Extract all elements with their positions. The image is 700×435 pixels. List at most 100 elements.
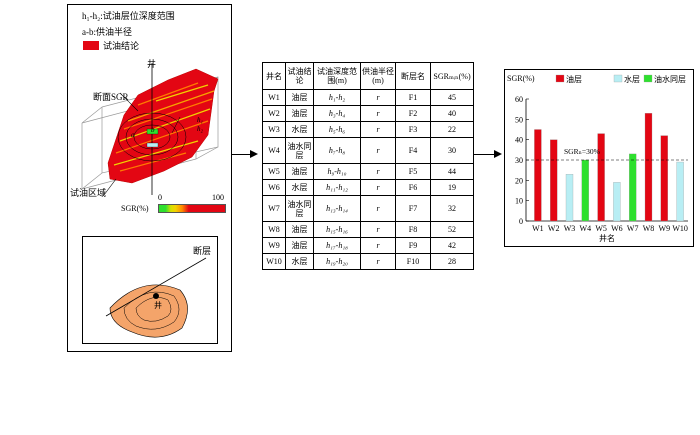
x-tick-label: W4: [580, 224, 592, 233]
table-cell-result: 油层: [285, 221, 314, 238]
table-cell-fault: F4: [395, 137, 431, 164]
bar-W7: [629, 153, 637, 222]
table-cell-result: 水层: [285, 179, 314, 196]
bar-W10: [676, 161, 684, 222]
table-cell-fault: F3: [395, 121, 431, 138]
table-cell-depth: h₅-h₆: [313, 121, 361, 138]
legend-label-oil: 油层: [566, 74, 582, 84]
table-cell-well: W5: [262, 163, 286, 180]
label-fault-plane-sgr: 断面SGR: [93, 92, 129, 102]
bar-W4: [581, 159, 589, 222]
table-cell-result: 水层: [285, 253, 314, 270]
table-cell-radius: r: [360, 221, 396, 238]
arrow-head-2: [494, 150, 502, 158]
table-cell-sgr: 28: [430, 253, 474, 270]
table-cell-sgr: 22: [430, 121, 474, 138]
y-tick-label: 0: [519, 217, 523, 226]
x-tick-label: W10: [672, 224, 688, 233]
y-tick-label: 20: [515, 176, 523, 185]
bar-W1: [534, 129, 542, 222]
label-fault: 断层: [193, 246, 212, 256]
table-cell-fault: F2: [395, 105, 431, 122]
table-cell-sgr: 19: [430, 179, 474, 196]
table-cell-result: 油层: [285, 163, 314, 180]
table-cell-depth: h₁₁-h₁₂: [313, 179, 361, 196]
x-tick-label: W7: [627, 224, 639, 233]
table-cell-well: W3: [262, 121, 286, 138]
table-row: W4 油水同层 h₇-h₈ r F4 30: [262, 137, 474, 164]
table-cell-radius: r: [360, 179, 396, 196]
table-cell-fault: F7: [395, 195, 431, 222]
table-cell-depth: h₁₉-h₂₀: [313, 253, 361, 270]
arrow-table-to-chart: [474, 154, 496, 155]
legend-label-water: 水层: [624, 74, 640, 84]
label-test-area: 试油区域: [70, 188, 107, 198]
legend-red-swatch: [83, 41, 99, 50]
sgr-bar-chart: 0 10 20 30 40 50 60 SGR(%) W1 W2 W3 W4 W5 W6 W7 W8 W9 W10…: [507, 74, 688, 243]
table-cell-well: W2: [262, 105, 286, 122]
table-cell-depth: h₁-h₂: [313, 89, 361, 106]
x-tick-label: W5: [595, 224, 607, 233]
table-cell-radius: r: [360, 121, 396, 138]
table-cell-depth: h₁₃-h₁₄: [313, 195, 361, 222]
table-row: W10 水层 h₁₉-h₂₀ r F10 28: [262, 253, 474, 270]
table-cell-well: W9: [262, 237, 286, 254]
table-cell-well: W10: [262, 253, 286, 270]
header-depth: 试油深度范围(m): [313, 62, 361, 90]
table-cell-depth: h₇-h₈: [313, 137, 361, 164]
x-tick-label: W3: [564, 224, 576, 233]
table-cell-fault: F9: [395, 237, 431, 254]
table-cell-result: 油水同层: [285, 195, 314, 222]
legend-depth-range: h₁-h₂:试油层位深度范围: [82, 11, 175, 21]
table-cell-fault: F1: [395, 89, 431, 106]
bar-W5: [597, 133, 605, 222]
contour-map: [105, 257, 207, 338]
label-h2: h₂: [197, 125, 203, 133]
label-well: 井: [147, 59, 157, 69]
bar-W2: [550, 139, 558, 222]
scale-max-label: 100: [212, 193, 224, 202]
bar-W6: [613, 182, 621, 222]
x-tick-label: W9: [659, 224, 671, 233]
table-row: W2 油层 h₃-h₄ r F2 40: [262, 105, 474, 122]
label-b: b: [151, 126, 155, 134]
table-cell-radius: r: [360, 89, 396, 106]
table-cell-result: 油层: [285, 89, 314, 106]
table-cell-fault: F8: [395, 221, 431, 238]
table-cell-sgr: 32: [430, 195, 474, 222]
table-cell-sgr: 30: [430, 137, 474, 164]
legend-test-conclusion: 试油结论: [103, 41, 140, 51]
x-axis-label: 井名: [599, 233, 615, 243]
table-cell-radius: r: [360, 253, 396, 270]
table-cell-radius: r: [360, 195, 396, 222]
legend-swatch-mixed: [643, 74, 653, 83]
x-tick-label: W8: [643, 224, 655, 233]
table-cell-depth: h₁₅-h₁₆: [313, 221, 361, 238]
bar-W8: [644, 113, 653, 222]
fault-plane-3d-illustration: [81, 63, 219, 196]
table-row: W8 油层 h₁₅-h₁₆ r F8 52: [262, 221, 474, 238]
header-result: 试油结论: [285, 62, 314, 90]
scale-min-label: 0: [158, 193, 162, 202]
table-cell-result: 油水同层: [285, 137, 314, 164]
table-cell-radius: r: [360, 237, 396, 254]
threshold-label: SGRₙ=30%: [564, 147, 600, 156]
sgr-color-scale: [158, 204, 226, 213]
table-header-row: 井名 试油结论 试油深度范围(m) 供油半径(m) 断层名 SGRₘᵢₙ(%): [262, 62, 474, 90]
table-cell-result: 油层: [285, 105, 314, 122]
x-tick-label: W6: [611, 224, 623, 233]
legend-supply-radius: a-b:供油半径: [82, 27, 132, 37]
y-tick-label: 40: [515, 136, 523, 145]
table-row: W6 水层 h₁₁-h₁₂ r F6 19: [262, 179, 474, 196]
label-a: a: [131, 131, 135, 139]
table-cell-well: W8: [262, 221, 286, 238]
table-cell-result: 水层: [285, 121, 314, 138]
table-cell-well: W1: [262, 89, 286, 106]
table-cell-fault: F5: [395, 163, 431, 180]
header-fault: 断层名: [395, 62, 431, 90]
table-cell-sgr: 40: [430, 105, 474, 122]
x-tick-label: W2: [548, 224, 560, 233]
table-cell-well: W6: [262, 179, 286, 196]
y-tick-label: 30: [515, 156, 523, 165]
y-axis-label: SGR(%): [507, 74, 535, 83]
